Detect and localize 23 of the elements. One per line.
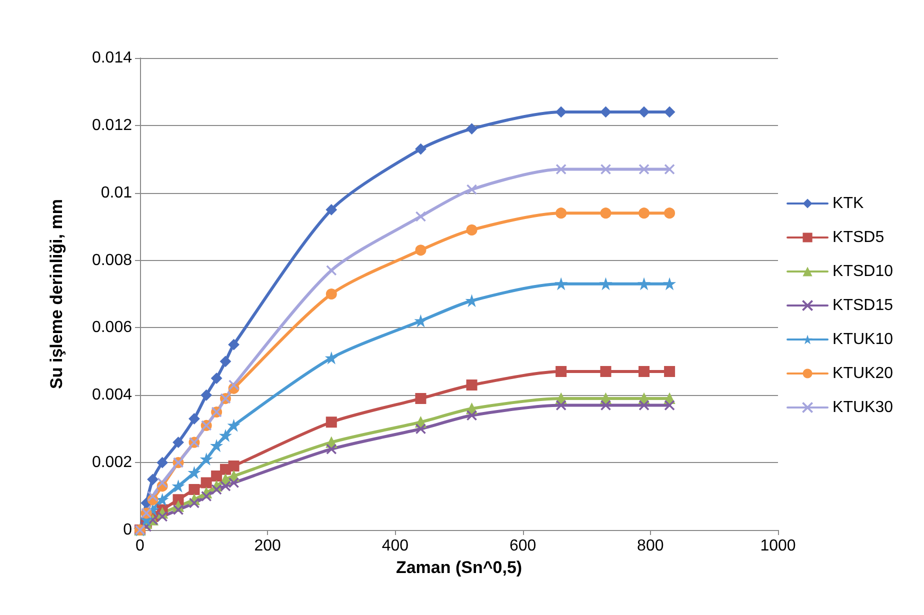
x-tick-label: 0 xyxy=(136,538,145,554)
x-tick-label: 800 xyxy=(637,538,664,554)
y-tick-label: 0.002 xyxy=(92,454,132,472)
y-tick-label: 0 xyxy=(123,522,132,538)
legend-label: KTUK10 xyxy=(832,331,894,348)
legend-label: KTUK30 xyxy=(832,399,894,416)
x-axis-title: Zaman (Sn^0,5) xyxy=(396,558,522,577)
legend-label: KTUK20 xyxy=(832,365,894,382)
legend-label: KTSD10 xyxy=(832,263,894,280)
y-axis-title: Su işleme derinliği, mm xyxy=(47,199,66,389)
y-tick-label: 0.006 xyxy=(92,319,132,336)
y-tick-label: 0.004 xyxy=(92,386,132,404)
x-tick-label: 600 xyxy=(509,538,536,554)
x-tick-label: 1000 xyxy=(760,538,796,554)
y-tick-label: 0.014 xyxy=(92,50,132,66)
y-tick-label: 0.012 xyxy=(92,116,132,134)
y-tick-label: 0.008 xyxy=(92,252,132,269)
legend-label: KTSD5 xyxy=(832,229,884,246)
y-tick-label: 0.01 xyxy=(100,184,132,202)
x-tick-label: 200 xyxy=(254,538,282,554)
x-tick-label: 400 xyxy=(382,538,409,554)
legend-label: KTK xyxy=(832,195,864,212)
legend-label: KTSD15 xyxy=(832,297,894,314)
